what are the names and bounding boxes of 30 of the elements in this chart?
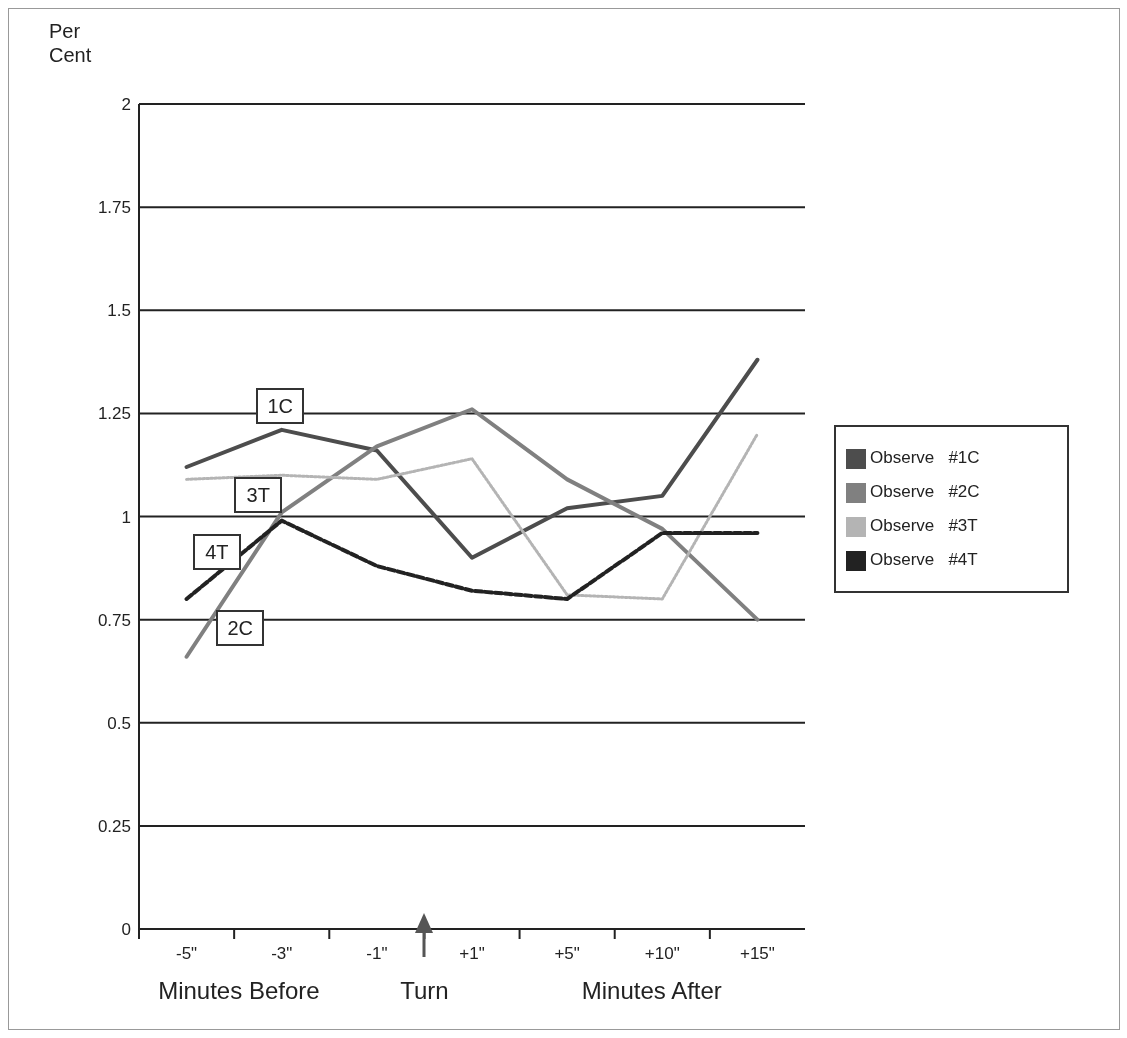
y-tick-label: 0.25 [97, 816, 131, 836]
annotation: 3T [234, 477, 283, 514]
annotation: 1C [256, 388, 305, 425]
x-axis-title: Turn [399, 977, 450, 1005]
y-tick-label: 0.5 [107, 713, 131, 733]
x-tick-label: -5" [175, 944, 198, 963]
legend-label: Observe #4T [870, 550, 978, 569]
line-series [184, 357, 760, 560]
legend-label: Observe #3T [870, 516, 978, 535]
x-tick-label: -3" [271, 944, 293, 963]
legend-label: Observe #1C [870, 448, 980, 467]
legend-label: Observe #2C [870, 482, 980, 501]
y-tick-label: 1 [121, 507, 131, 527]
text: Minutes After [580, 977, 723, 1005]
text: Minutes Before [157, 977, 321, 1005]
y-tick-label: 1.75 [97, 198, 131, 218]
x-tick-label: -1" [366, 944, 388, 963]
x-tick-label: +10" [644, 944, 680, 963]
y-tick-label: 0.75 [97, 610, 131, 630]
line-series [185, 432, 759, 601]
y-tick-label: 1.25 [97, 404, 131, 424]
y-axis-title: Per Cent [49, 19, 93, 67]
annotation: 2C [216, 610, 265, 647]
x-tick-label: +15" [739, 944, 775, 963]
y-tick-label: 1.5 [107, 301, 131, 321]
y-tick-label: 0 [121, 920, 131, 940]
y-tick-label: 2 [121, 95, 131, 115]
x-tick-label: +5" [554, 944, 580, 963]
annotation: 4T [192, 534, 241, 571]
x-tick-label: +1" [459, 944, 485, 963]
